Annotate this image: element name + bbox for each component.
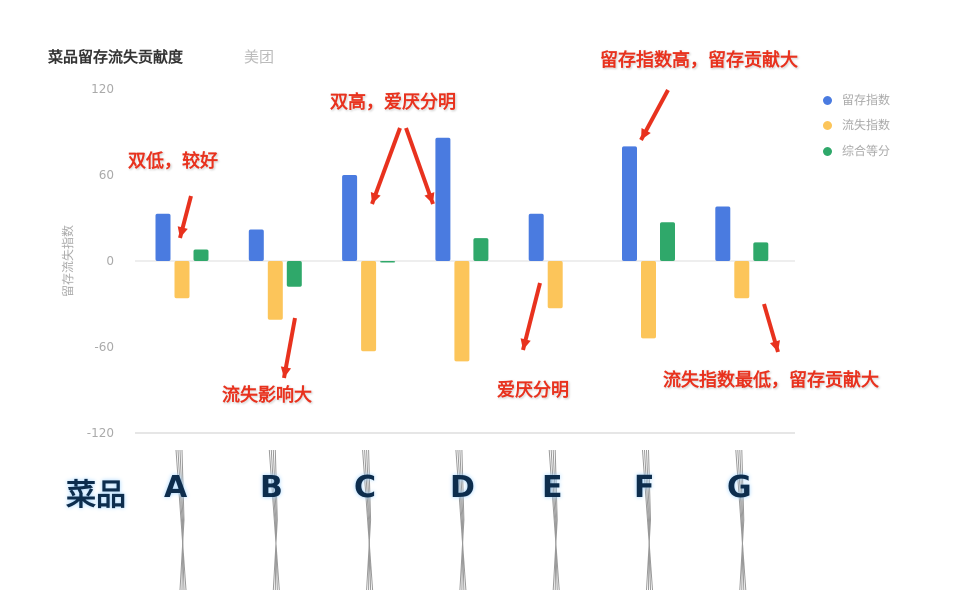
scribble-decoration	[364, 449, 372, 591]
y-tick-label: -60	[94, 340, 114, 354]
annotation: 爱厌分明	[497, 380, 569, 401]
y-axis-label: 留存流失指数	[60, 225, 75, 297]
scribble-decoration	[646, 449, 652, 591]
annotation: 双高，爱厌分明	[330, 92, 456, 113]
legend-dot-icon	[823, 96, 832, 105]
arrow-icon	[370, 127, 402, 205]
scribble-decoration	[455, 449, 467, 591]
category-label: B	[260, 470, 283, 505]
category-label: D	[450, 470, 475, 505]
scribble-decoration	[739, 449, 745, 591]
legend-label: 留存指数	[842, 93, 891, 107]
bar-G-series-2	[753, 242, 769, 261]
category-label: A	[164, 470, 188, 505]
scribble-decoration	[175, 449, 187, 591]
scribble-decoration	[737, 449, 745, 591]
bar-B-series-1	[267, 261, 283, 320]
bar-E-series-1	[547, 261, 563, 309]
chart-title: 菜品留存流失贡献度	[48, 48, 184, 66]
category-label: G	[727, 470, 752, 505]
bar-D-series-2	[473, 238, 489, 261]
bar-C-series-0	[342, 175, 358, 261]
bar-A-series-1	[174, 261, 190, 299]
y-tick-label: 120	[91, 82, 114, 96]
scribble-decoration	[552, 449, 557, 591]
scribble-decoration	[552, 449, 558, 591]
scribble-decoration	[646, 449, 651, 591]
annotation: 双低，较好	[128, 151, 218, 172]
bar-A-series-2	[193, 249, 209, 261]
arrowhead-icon	[280, 366, 292, 378]
arrowhead-icon	[641, 128, 651, 140]
arrowhead-icon	[177, 226, 188, 238]
scribble-decoration	[459, 449, 464, 591]
annotation: 留存指数高，留存贡献大	[600, 50, 798, 71]
scribble-decoration	[366, 449, 372, 591]
scribble-decoration	[548, 449, 560, 591]
x-axis-label: 菜品	[66, 478, 126, 513]
arrowhead-icon	[520, 338, 531, 350]
legend-label: 综合等分	[842, 144, 891, 158]
arrowhead-icon	[769, 340, 780, 352]
scribble-decoration	[739, 449, 744, 591]
scribble-decoration	[457, 449, 465, 591]
scribble-decoration	[366, 449, 371, 591]
chart-subtitle: 美团	[244, 48, 275, 66]
annotation: 流失影响大	[222, 385, 312, 406]
scribble-decoration	[459, 449, 465, 591]
scribble-decoration	[270, 449, 278, 591]
bar-C-series-2	[380, 261, 396, 263]
bar-D-series-0	[435, 137, 451, 261]
legend-item: 流失指数	[823, 116, 890, 133]
bar-G-series-0	[715, 206, 731, 261]
y-tick-label: 60	[99, 168, 114, 182]
scribble-decoration	[268, 449, 280, 591]
category-label: F	[634, 470, 655, 505]
arrowhead-icon	[424, 192, 435, 204]
scribble-decoration	[272, 449, 277, 591]
scribble-decoration	[642, 449, 653, 591]
y-tick-label: 0	[106, 254, 114, 268]
scribble-decoration	[644, 449, 651, 591]
scribble-decoration	[735, 449, 747, 591]
scribble-decoration	[179, 449, 185, 591]
legend-item: 综合等分	[823, 142, 890, 159]
bar-C-series-1	[361, 261, 377, 352]
bar-E-series-0	[528, 213, 544, 261]
bar-B-series-0	[248, 229, 264, 261]
category-label: E	[542, 470, 563, 505]
scribble-decoration	[550, 449, 558, 591]
scribble-decoration	[177, 449, 185, 591]
scribble-decoration	[179, 449, 184, 591]
legend-dot-icon	[823, 121, 832, 130]
arrow-icon	[521, 282, 542, 351]
annotation: 流失指数最低，留存贡献大	[663, 370, 879, 391]
bar-G-series-1	[734, 261, 750, 299]
legend-label: 流失指数	[842, 118, 891, 132]
bar-F-series-0	[622, 146, 637, 261]
scribble-decoration	[362, 449, 374, 591]
y-tick-label: -120	[87, 426, 114, 440]
bar-D-series-1	[454, 261, 470, 362]
arrow-icon	[404, 127, 435, 205]
bar-F-series-1	[641, 261, 656, 339]
legend-item: 留存指数	[823, 91, 890, 108]
bar-B-series-2	[286, 261, 302, 287]
scribble-decoration	[272, 449, 278, 591]
bar-F-series-2	[660, 222, 675, 261]
legend-dot-icon	[823, 147, 832, 156]
bar-A-series-0	[155, 213, 171, 261]
arrowhead-icon	[370, 192, 381, 204]
category-label: C	[354, 470, 377, 505]
